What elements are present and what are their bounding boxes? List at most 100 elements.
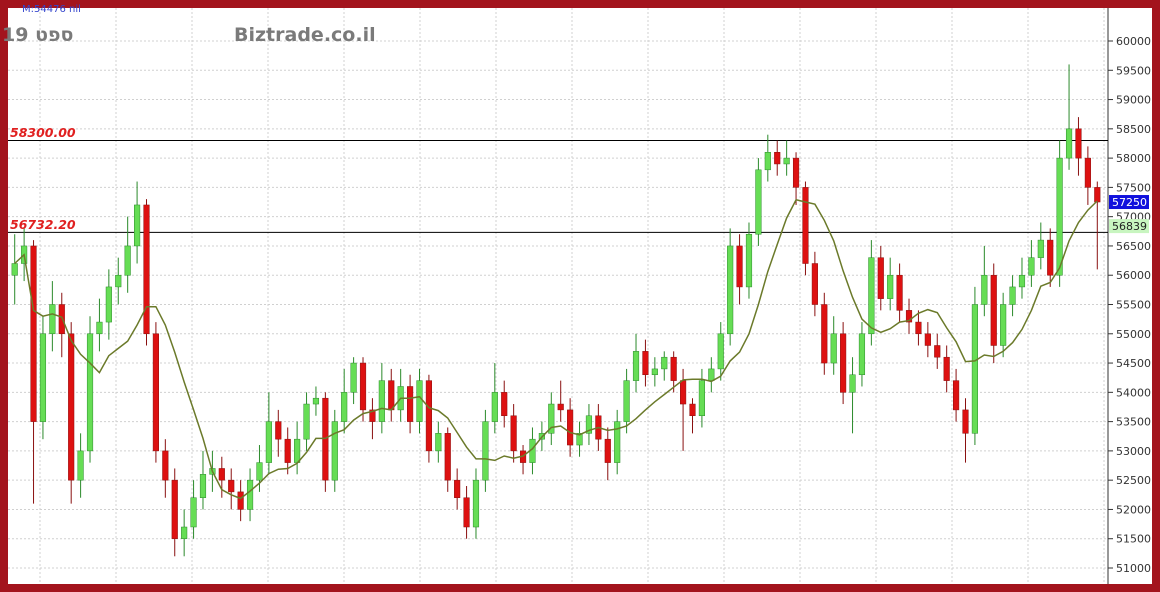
candle-body: [199, 474, 207, 498]
candle-body: [378, 380, 385, 422]
y-tick-label: 55000: [1116, 328, 1151, 341]
candle-body: [134, 204, 141, 247]
candle-body: [124, 245, 131, 276]
candle-body: [77, 450, 84, 481]
y-tick-label: 51000: [1116, 562, 1151, 575]
candle-body: [501, 392, 508, 417]
candle-body: [303, 403, 310, 440]
candle-body: [256, 462, 263, 481]
candle-body: [604, 438, 611, 463]
candle-body: [331, 421, 338, 481]
candle-body: [811, 263, 818, 305]
y-tick-label: 58000: [1116, 152, 1151, 165]
marker-badge: [1109, 219, 1149, 234]
candle-body: [981, 274, 988, 305]
last-price-label: 57250: [1112, 196, 1147, 209]
candle-body: [821, 304, 828, 364]
candle-body: [905, 310, 913, 323]
candle-body: [435, 433, 442, 452]
marker-label: 56839: [1112, 220, 1147, 233]
candle-body: [1009, 286, 1016, 305]
candle-body: [1065, 128, 1073, 159]
candle-body: [472, 479, 480, 528]
candle-body: [341, 392, 348, 422]
candle-body: [11, 263, 18, 276]
level-label-1: 58300.00: [10, 125, 76, 140]
y-tick-label: 53000: [1116, 445, 1151, 458]
candle-body: [30, 245, 37, 422]
candle-body: [218, 468, 225, 481]
candle-body: [736, 245, 743, 288]
candle-body: [388, 380, 395, 411]
candle-body: [510, 415, 517, 452]
candle-body: [953, 380, 960, 411]
candle-body: [463, 497, 470, 528]
candle-body: [670, 356, 677, 381]
level-label-2: 56732.20: [10, 217, 76, 232]
y-tick-label: 59500: [1116, 64, 1151, 77]
candle-body: [1094, 187, 1101, 203]
candle-body: [689, 403, 696, 417]
candle-body: [294, 438, 301, 463]
candle-body: [774, 152, 781, 165]
candle-body: [86, 333, 94, 452]
candle-body: [934, 345, 941, 358]
candle-body: [614, 421, 621, 463]
period-label: ספט 19: [2, 24, 74, 46]
y-tick-label: 60000: [1116, 35, 1151, 48]
candle-body: [190, 497, 197, 528]
candle-body: [1028, 257, 1035, 276]
candle-body: [708, 368, 715, 381]
moving-average-line: [14, 198, 1098, 500]
candle-body: [284, 438, 291, 463]
candle-body: [115, 274, 122, 288]
candle-body: [877, 257, 884, 299]
candle-body: [105, 286, 112, 323]
candle-body: [228, 479, 235, 493]
candle-body: [1037, 239, 1044, 258]
y-tick-label: 56500: [1116, 240, 1151, 253]
candle-body: [764, 152, 771, 171]
candle-body: [1047, 239, 1054, 276]
candle-body: [1056, 157, 1063, 276]
candle-body: [152, 333, 159, 452]
candle-body: [802, 187, 809, 264]
candle-body: [990, 274, 997, 346]
candle-body: [576, 433, 583, 446]
candle-body: [849, 374, 856, 393]
y-tick-label: 54000: [1116, 386, 1151, 399]
candle-body: [1075, 128, 1082, 159]
candle-body: [971, 304, 978, 434]
last-price-badge: [1109, 195, 1149, 210]
y-tick-label: 55500: [1116, 299, 1151, 312]
candle-body: [237, 491, 244, 510]
candle-body: [491, 392, 498, 422]
candle-body: [858, 333, 866, 376]
candle-body: [887, 274, 894, 299]
candle-body: [651, 368, 658, 376]
chart-frame: 51000 51500 52000 52500 53000 53500 54000 54500…: [2, 4, 1152, 584]
y-tick-label: 59000: [1116, 94, 1151, 107]
candle-body: [143, 204, 150, 335]
candle-body: [49, 304, 56, 335]
candle-body: [425, 380, 432, 452]
top-readout: M:54476 nil: [22, 4, 81, 15]
candle-body: [350, 362, 357, 393]
candle-body: [915, 321, 922, 335]
candle-body: [162, 450, 169, 481]
candle-body: [246, 479, 254, 510]
candle-body: [1018, 274, 1026, 288]
candle-body: [755, 169, 762, 235]
candle-body: [1084, 157, 1091, 188]
candle-body: [745, 233, 753, 288]
candle-body: [632, 351, 640, 381]
y-tick-label: 56000: [1116, 269, 1151, 282]
candle-body: [661, 356, 668, 370]
candle-body: [1000, 304, 1007, 346]
candle-body: [642, 351, 649, 376]
candle-body: [369, 409, 376, 422]
candlestick-chart: 51000 51500 52000 52500 53000 53500 54000 54500…: [8, 8, 1151, 584]
candle-body: [557, 403, 564, 411]
candle-body: [482, 421, 489, 481]
candle-body: [717, 333, 724, 370]
